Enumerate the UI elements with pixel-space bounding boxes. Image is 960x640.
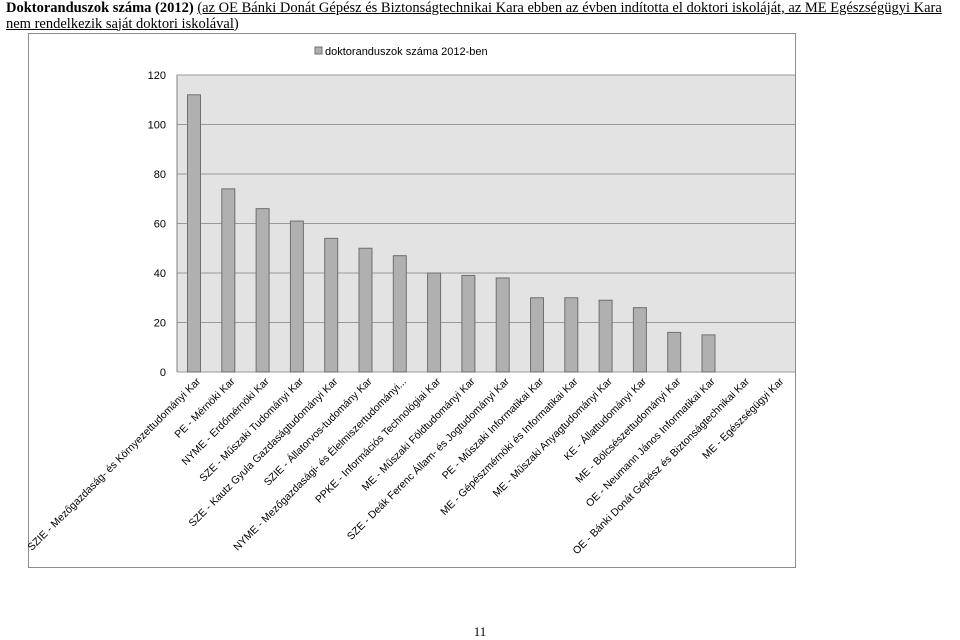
- bar: [632, 307, 647, 373]
- grid-lines: [176, 74, 795, 373]
- heading-note: (az OE Bánki Donát Gépész és Biztonságte…: [6, 0, 942, 32]
- bar: [598, 299, 613, 373]
- heading-title: Doktoranduszok száma (2012): [6, 0, 194, 16]
- x-tick-label: SZIE - Mezőgazdaság- és Környezettudomán…: [25, 375, 203, 553]
- y-axis-ticks: 0 20 40 60 80 100 120: [148, 70, 166, 379]
- bar: [392, 255, 407, 373]
- bar: [324, 237, 339, 373]
- bar: [187, 94, 201, 373]
- bar: [461, 274, 476, 373]
- x-tick-label: PPKE - Információs Technológiai Kar: [313, 375, 443, 505]
- legend: doktoranduszok száma 2012-ben: [314, 46, 488, 58]
- bar: [221, 188, 236, 373]
- x-tick-label: OE - Neumann János Informatikai Kar: [584, 375, 718, 509]
- bar: [427, 272, 442, 373]
- bar: [530, 297, 544, 373]
- bar: [289, 220, 304, 373]
- bar: [701, 334, 716, 373]
- bar: [255, 208, 270, 373]
- bar: [495, 277, 510, 373]
- legend-swatch: [314, 46, 323, 55]
- y-tick-label: 60: [154, 219, 166, 231]
- x-tick-label: SZE - Deák Ferenc Állam- és Jogtudományi…: [344, 375, 512, 543]
- bars: [187, 94, 716, 373]
- page-heading: Doktoranduszok száma (2012) (az OE Bánki…: [6, 0, 956, 32]
- bar: [358, 247, 373, 373]
- x-tick-label: PE - Mérnöki Kar: [172, 375, 237, 440]
- y-tick-label: 120: [148, 70, 166, 82]
- y-tick-label: 40: [154, 268, 166, 280]
- y-tick-label: 80: [154, 169, 166, 181]
- bar: [564, 297, 579, 373]
- page-number: 11: [473, 624, 487, 639]
- x-axis-labels: SZIE - Mezőgazdaság- és Környezettudomán…: [25, 375, 786, 557]
- y-tick-label: 0: [160, 367, 166, 379]
- y-tick-label: 100: [148, 120, 166, 132]
- legend-label: doktoranduszok száma 2012-ben: [325, 46, 488, 58]
- bar: [667, 331, 682, 373]
- y-tick-label: 20: [154, 318, 166, 330]
